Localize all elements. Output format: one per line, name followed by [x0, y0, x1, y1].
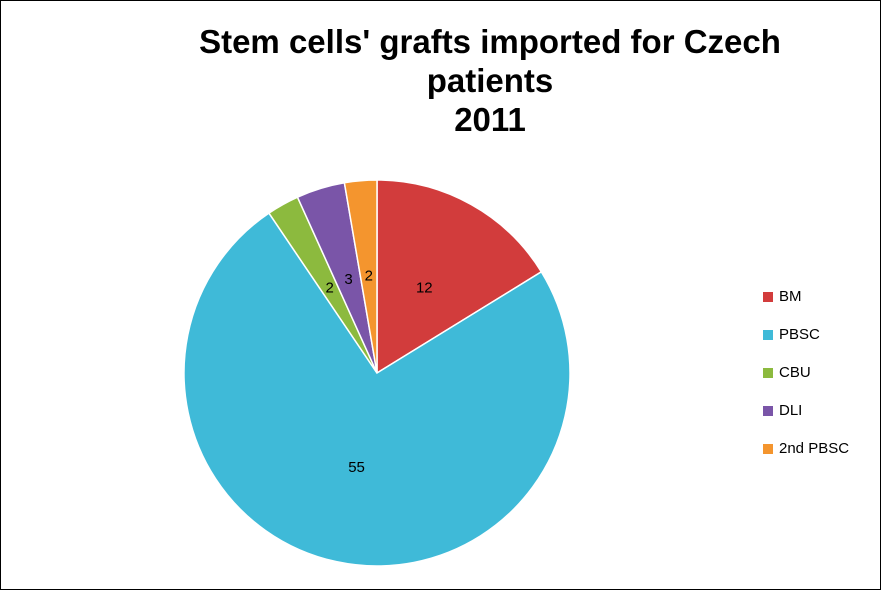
legend-marker [763, 330, 773, 340]
legend-label: CBU [779, 364, 811, 381]
data-label: 12 [416, 279, 433, 296]
chart-title: Stem cells' grafts imported for Czech pa… [199, 23, 781, 99]
pie-slice [376, 179, 543, 375]
legend-label: PBSC [779, 326, 820, 343]
data-label: 2 [365, 267, 373, 284]
legend-marker [763, 368, 773, 378]
chart-title-block: Stem cells' grafts imported for Czech pa… [180, 22, 800, 139]
pie-slice [343, 179, 378, 374]
data-label: 3 [344, 271, 352, 288]
legend-label: DLI [779, 402, 802, 419]
legend-label: 2nd PBSC [779, 440, 849, 457]
data-label: 55 [348, 459, 365, 476]
data-label: 2 [326, 279, 334, 296]
pie-slice [183, 212, 571, 567]
chart-subtitle: 2011 [454, 101, 526, 138]
legend-marker [763, 292, 773, 302]
legend-marker [763, 406, 773, 416]
legend-label: BM [779, 288, 802, 305]
legend-marker [763, 444, 773, 454]
